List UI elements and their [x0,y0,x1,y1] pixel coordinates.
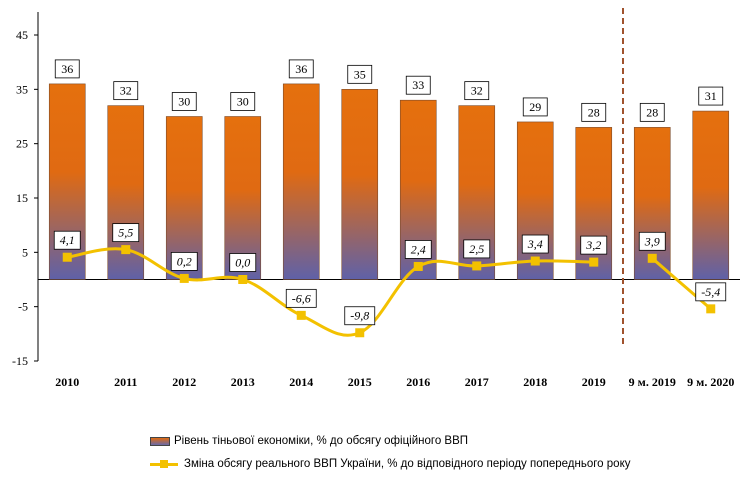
line-marker [62,252,72,262]
line-label: 4,1 [60,233,75,247]
bar-label-box [522,97,548,117]
line-label: -9,8 [350,309,369,323]
line-label: 0,0 [235,256,250,270]
x-tick-label: 2010 [55,375,79,389]
bar [516,121,554,280]
line-label-box [463,239,491,259]
line-label-box [638,231,666,251]
line-label-box [344,306,376,326]
line-marker [121,245,131,255]
bar [341,89,379,280]
legend-item-line: Зміна обсягу реального ВВП України, % до… [150,458,630,470]
bar [282,83,320,280]
bar-label: 30 [178,95,190,109]
line-marker [238,275,248,284]
line-label: 3,2 [585,238,601,252]
line-label: 3,9 [644,234,660,248]
bar-label: 28 [588,105,600,119]
line-marker [530,256,540,266]
bar-label: 32 [120,84,132,98]
bar [692,110,730,280]
line-label-box [580,235,608,255]
bar-label: 32 [471,84,483,98]
bar-label-box [581,102,607,122]
bar [575,127,613,280]
y-tick-label: 15 [16,191,28,205]
data-labels: 36 32 30 30 36 35 33 32 29 28 28 31 4,1 5,5 0,2 0,0 -6,6… [53,59,727,326]
line-label: 0,2 [177,254,192,268]
bar-label-box [405,75,431,95]
y-tick-label: -5 [18,300,28,314]
x-tick-label: 9 м. 2019 [629,375,676,389]
x-tick-label: 9 м. 2020 [687,375,734,389]
line-marker [413,261,423,271]
line-label-box [285,288,317,308]
y-tick-label: 35 [16,82,28,96]
line-label: 2,5 [469,242,484,256]
bar-label-box [230,92,256,111]
x-tick-label: 2016 [406,375,430,389]
bar [48,83,86,280]
x-tick-label: 2011 [114,375,137,389]
line-marker [355,328,365,338]
bar-label-box [113,81,139,101]
line-label: -6,6 [292,291,311,305]
x-tick-label: 2015 [348,375,372,389]
line-label: 3,4 [527,237,543,251]
bar-label: 36 [295,62,307,76]
line-label: -5,4 [701,285,720,299]
legend-item-bars: Рівень тіньової економіки, % до обсягу о… [150,435,468,447]
legend-bar-label: Рівень тіньової економіки, % до обсягу о… [174,435,469,447]
x-tick-label: 2017 [465,375,489,389]
line-segment [67,247,594,337]
x-tick-label: 2014 [289,375,313,389]
legend-line-label: Зміна обсягу реального ВВП України, % до… [184,458,631,470]
bar-label-box [347,64,373,84]
bar-label: 30 [237,95,249,109]
bar-label-box [464,81,490,101]
bar-label: 31 [705,89,717,103]
line-label-box [404,240,432,259]
line-marker [296,310,306,320]
line-label: 2,4 [411,242,426,256]
line-label: 5,5 [118,226,133,240]
line-label-box [112,223,140,243]
line-series [62,245,716,338]
line-label-box [695,282,727,302]
bar-label-box [288,59,314,79]
line-marker [589,257,599,267]
line-label-box [53,230,81,250]
bar-label-box [639,102,665,122]
x-tick-label: 2018 [523,375,547,389]
line-marker [179,273,189,283]
bar [224,116,262,280]
bar-label: 28 [646,105,658,119]
y-tick-label: 5 [22,245,28,259]
line-label-box [521,234,549,254]
line-label-box [229,253,257,272]
bar-label: 36 [61,62,73,76]
line-label-box [170,252,198,271]
line-marker [647,253,657,263]
x-tick-label: 2019 [582,375,606,389]
bar-label: 29 [529,100,541,114]
bar-series [48,83,730,280]
bar-label: 33 [412,78,424,92]
line-marker [706,304,716,314]
x-tick-label: 2012 [172,375,196,389]
axis-layer: 45 35 25 15 5 -5 -15 2010 2011 2012 2013 2014 2015 20… [12,8,740,389]
bar-label-box [171,92,197,111]
legend-line-swatch [150,459,178,469]
bar-label-box [54,59,80,79]
legend-bar-swatch [150,436,170,446]
bar-label-box [698,86,724,106]
y-tick-label: -15 [12,354,28,368]
bar-label: 35 [354,67,366,81]
x-tick-label: 2013 [231,375,255,389]
line-marker [472,261,482,271]
y-tick-label: 25 [16,137,28,151]
y-tick-label: 45 [16,28,28,42]
